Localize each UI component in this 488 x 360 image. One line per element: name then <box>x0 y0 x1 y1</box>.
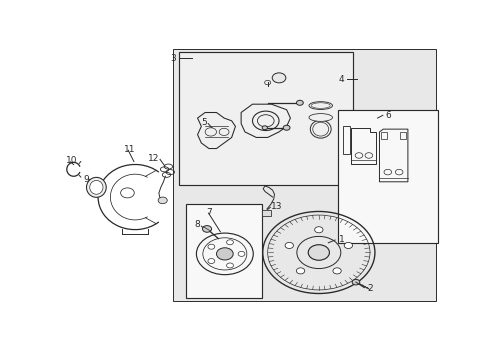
Circle shape <box>307 245 329 260</box>
Circle shape <box>351 279 359 285</box>
Text: 5: 5 <box>201 118 206 127</box>
Ellipse shape <box>308 102 332 109</box>
Text: 13: 13 <box>270 202 282 211</box>
Circle shape <box>207 244 214 249</box>
Circle shape <box>332 268 341 274</box>
Circle shape <box>296 268 304 274</box>
Bar <box>337 110 437 243</box>
Circle shape <box>314 227 323 233</box>
Circle shape <box>121 188 134 198</box>
Bar <box>400 132 405 139</box>
Text: 4: 4 <box>338 75 344 84</box>
Circle shape <box>285 242 293 248</box>
Bar <box>186 204 262 298</box>
Text: 2: 2 <box>366 284 372 293</box>
Circle shape <box>262 126 267 130</box>
Text: 6: 6 <box>385 111 390 120</box>
Circle shape <box>344 242 352 248</box>
Circle shape <box>283 125 289 130</box>
Text: 9: 9 <box>83 175 89 184</box>
Text: 3: 3 <box>170 54 176 63</box>
Circle shape <box>207 258 214 264</box>
Ellipse shape <box>310 120 330 138</box>
Bar <box>380 132 386 139</box>
Text: 11: 11 <box>123 145 135 154</box>
Circle shape <box>226 263 233 268</box>
Ellipse shape <box>86 177 106 197</box>
Text: 1: 1 <box>338 235 344 244</box>
Circle shape <box>158 197 167 204</box>
Circle shape <box>216 248 233 260</box>
Text: 8: 8 <box>194 220 200 229</box>
Circle shape <box>226 240 233 245</box>
Circle shape <box>202 226 211 232</box>
Bar <box>262 210 271 216</box>
Ellipse shape <box>90 180 103 194</box>
Circle shape <box>272 73 285 83</box>
Circle shape <box>238 251 244 256</box>
Bar <box>178 51 352 185</box>
Text: 7: 7 <box>206 208 212 217</box>
Text: 12: 12 <box>147 154 159 163</box>
Circle shape <box>296 100 303 105</box>
Text: 10: 10 <box>65 156 77 165</box>
Ellipse shape <box>308 114 332 121</box>
Bar <box>173 49 435 301</box>
